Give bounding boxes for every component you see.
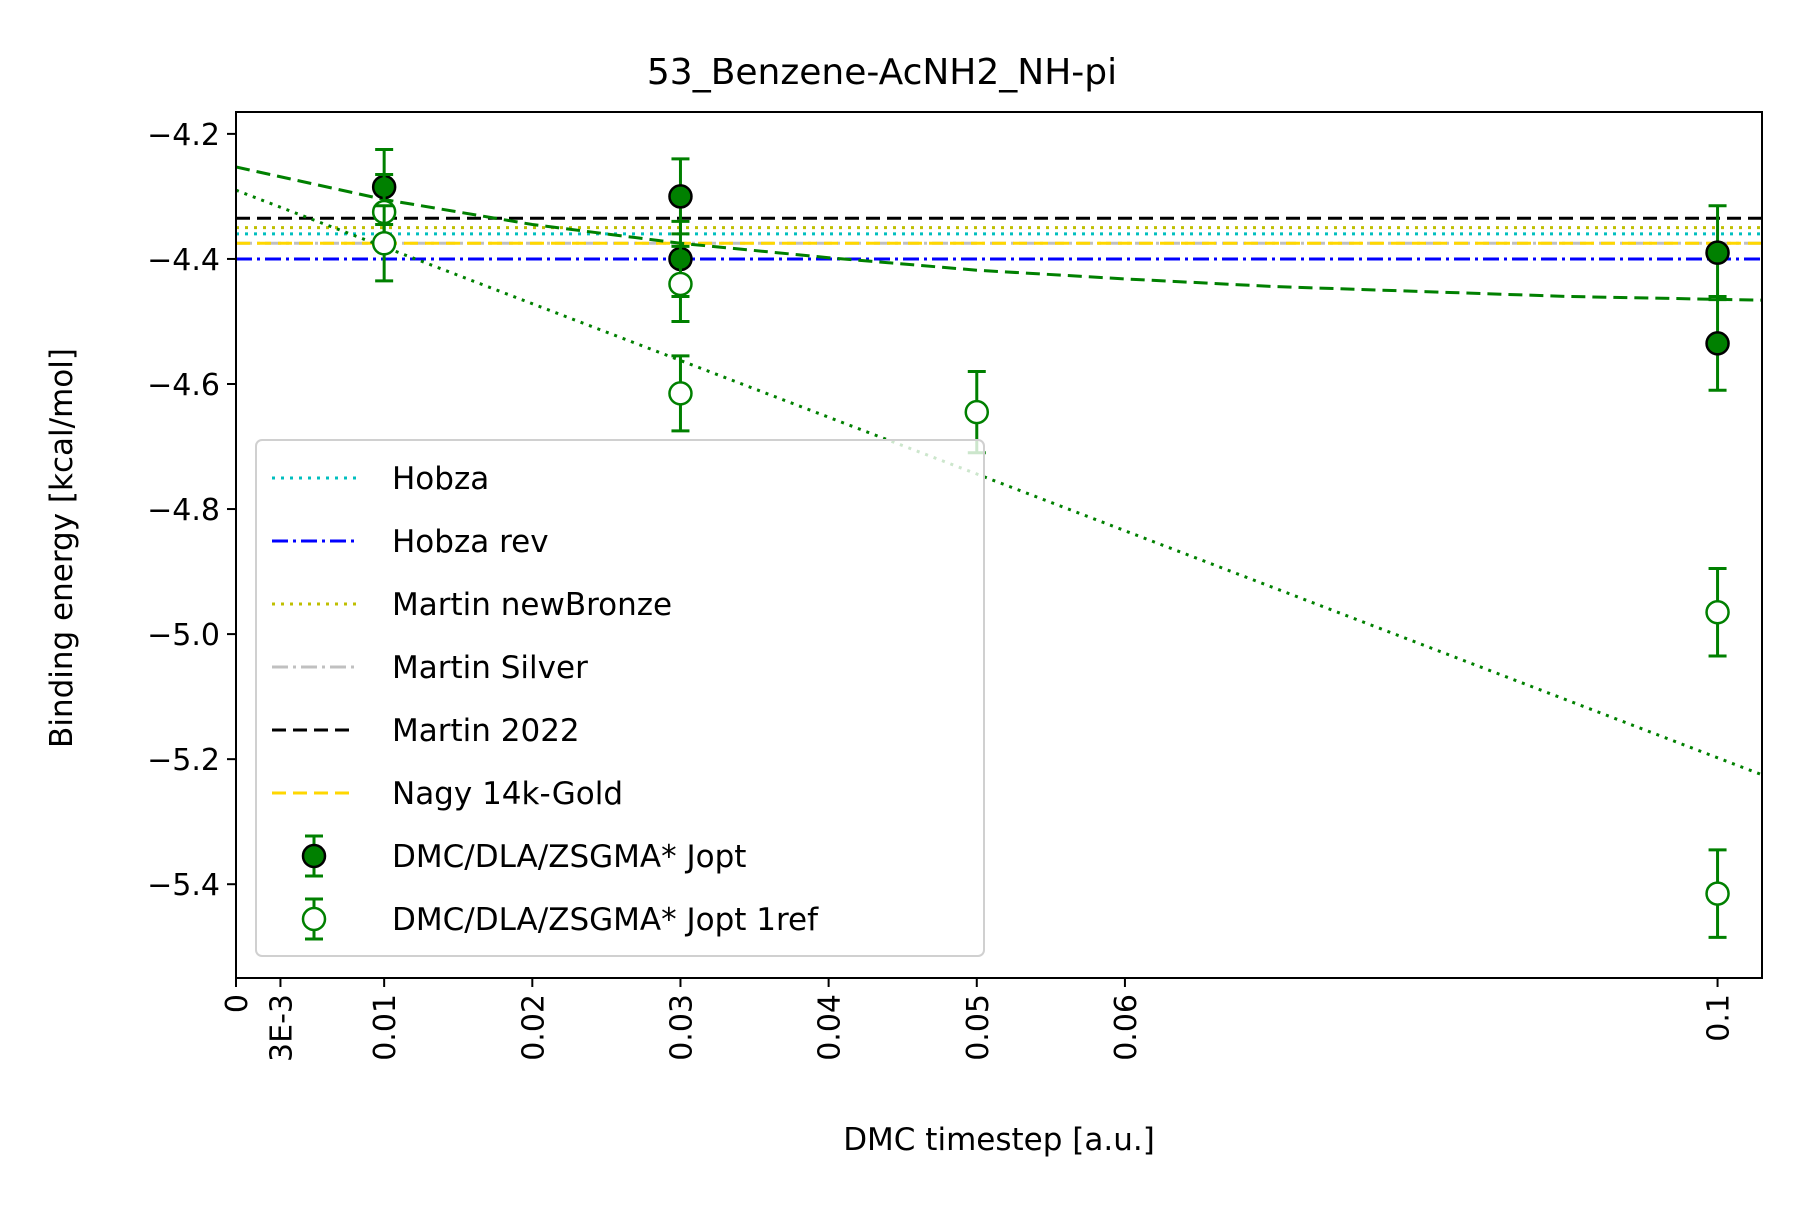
legend-label: DMC/DLA/ZSGMA* Jopt	[392, 839, 746, 875]
x-tick-label: 0.1	[1702, 994, 1737, 1042]
legend-label: Hobza	[392, 461, 489, 497]
legend-label: Martin 2022	[392, 713, 580, 749]
data-point	[1705, 331, 1730, 356]
x-tick-label: 0.03	[664, 994, 699, 1061]
legend-label: Martin newBronze	[392, 587, 672, 623]
x-tick-label: 0.04	[813, 994, 848, 1061]
legend-box	[255, 439, 985, 957]
legend-label: Hobza rev	[392, 524, 549, 560]
legend-label: DMC/DLA/ZSGMA* Jopt 1ref	[392, 902, 819, 938]
x-tick-label: 0	[220, 994, 255, 1013]
data-point	[1705, 240, 1730, 265]
legend-marker-swatch	[301, 843, 327, 869]
x-tick-label: 0.01	[368, 994, 403, 1061]
legend-marker-swatch	[301, 906, 327, 932]
data-point	[668, 381, 693, 406]
y-tick-label: −5.4	[147, 868, 220, 903]
y-tick-label: −4.8	[147, 493, 220, 528]
fit-line	[236, 188, 1762, 777]
y-tick-label: −4.4	[147, 243, 220, 278]
data-point	[1705, 881, 1730, 906]
data-point	[964, 399, 990, 425]
plot-area: −4.2 −4.4 −4.6 −4.8 −5.0 −5.2 −5.4 0 3E-3 0.01 0.0…	[147, 118, 1762, 1062]
data-point	[371, 231, 397, 256]
y-tick-label: −4.6	[147, 368, 220, 403]
y-tick-label: −5.0	[147, 618, 220, 653]
x-tick-label: 0.02	[516, 994, 551, 1061]
data-point	[1705, 599, 1730, 625]
y-tick-label: −5.2	[147, 743, 220, 778]
fit-line	[236, 165, 1762, 302]
data-point	[668, 271, 693, 297]
legend-label: Nagy 14k-Gold	[392, 776, 623, 812]
x-tick-label: 0.05	[961, 994, 996, 1061]
plot-frame	[235, 111, 1763, 979]
x-axis-label: DMC timestep [a.u.]	[843, 1122, 1155, 1158]
legend: Hobza Hobza rev Martin newBronze Martin Sil…	[255, 439, 985, 957]
y-axis-label: Binding energy [kcal/mol]	[44, 348, 80, 748]
y-tick-label: −4.2	[147, 118, 220, 153]
x-tick-label: 0.06	[1109, 994, 1144, 1061]
x-tick-label: 3E-3	[264, 994, 299, 1062]
data-point	[668, 184, 693, 209]
legend-label: Martin Silver	[392, 650, 588, 686]
chart-title: 53_Benzene-AcNH2_NH-pi	[647, 52, 1117, 93]
plot-clipped-layer	[236, 165, 1762, 777]
